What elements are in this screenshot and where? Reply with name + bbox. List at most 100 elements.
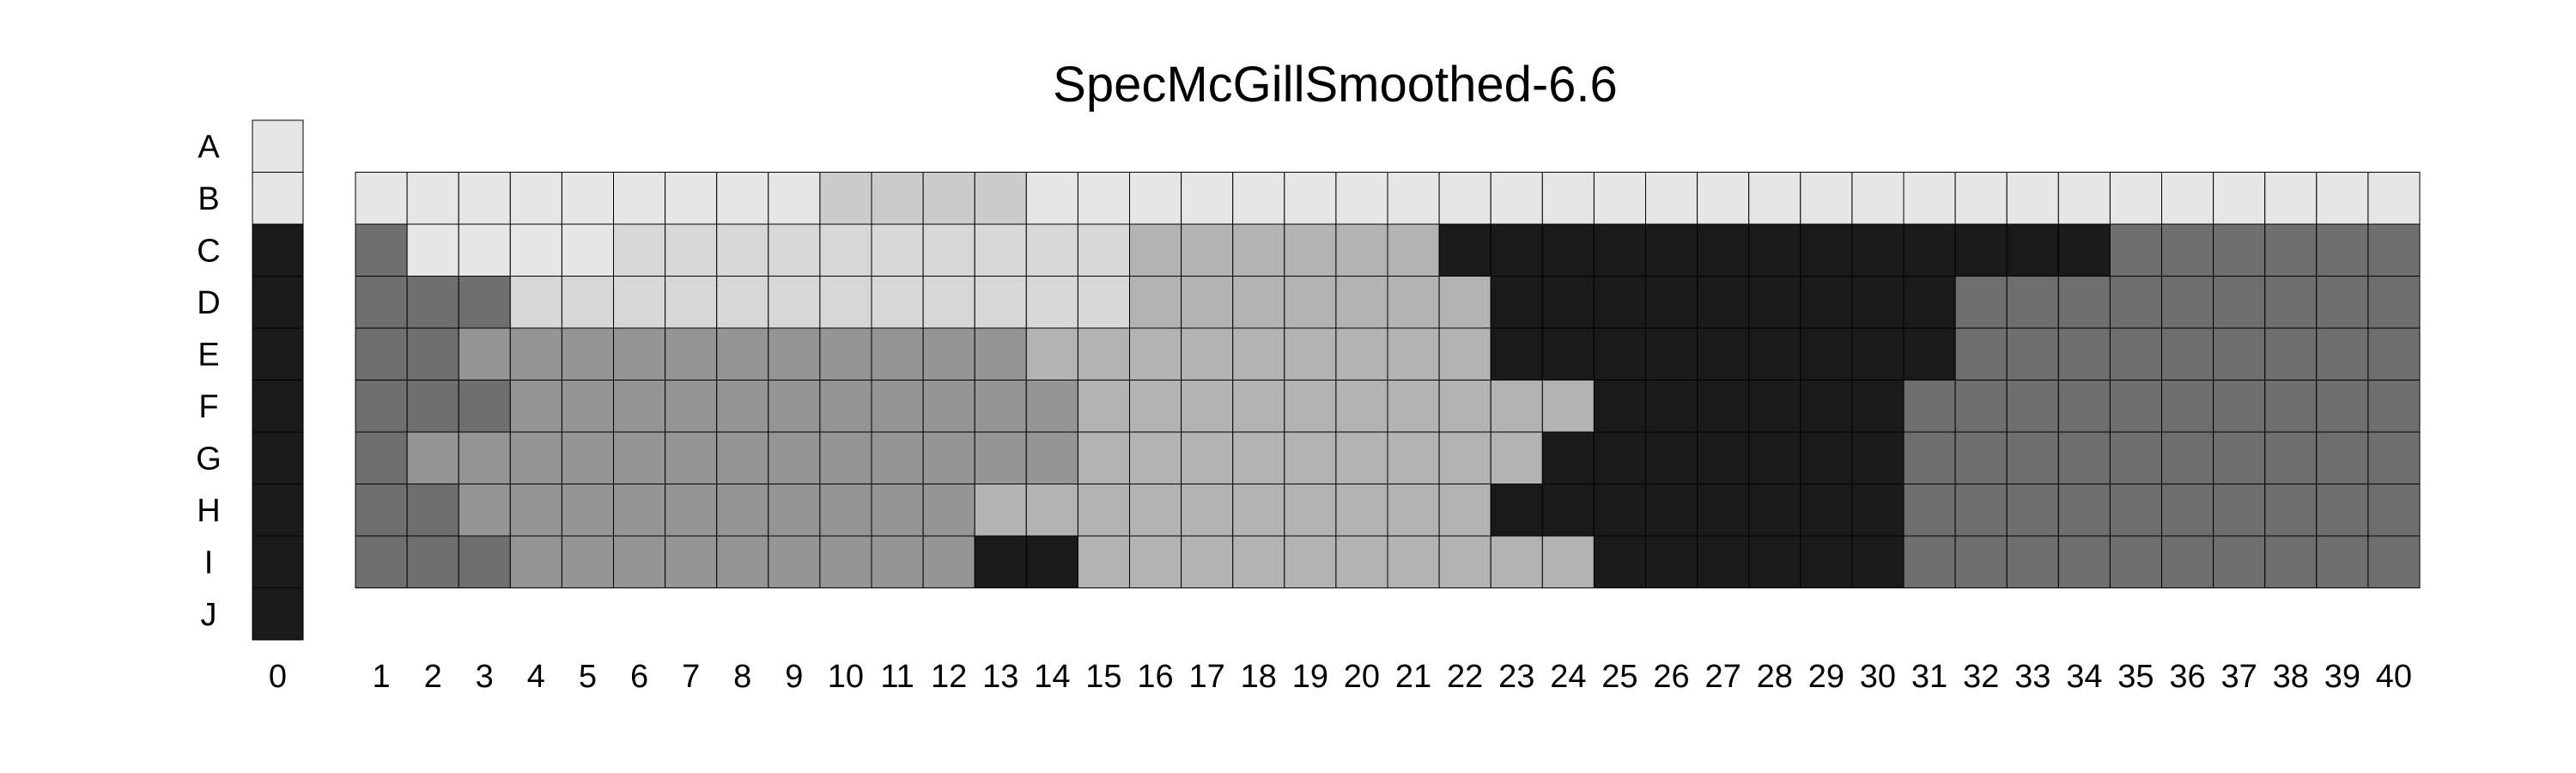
cell-d-16: [1129, 276, 1182, 329]
cell-b-27: [1697, 172, 1750, 225]
cell-e-34: [2057, 327, 2111, 380]
cell-g-10: [819, 431, 872, 484]
cell-f-13: [974, 380, 1027, 433]
cell-f-25: [1593, 380, 1647, 433]
cell-h-21: [1387, 484, 1440, 537]
column-label-17: 17: [1189, 659, 1225, 695]
cell-e-27: [1697, 327, 1750, 380]
column-label-8: 8: [733, 659, 751, 695]
cell-g-23: [1490, 431, 1543, 484]
cell-f-18: [1232, 380, 1285, 433]
cell-i-22: [1438, 535, 1492, 588]
cell-i-6: [613, 535, 666, 588]
cell-h-16: [1129, 484, 1182, 537]
column-label-3: 3: [476, 659, 494, 695]
cell-d-14: [1025, 276, 1078, 329]
cell-d-27: [1697, 276, 1750, 329]
cell-c-21: [1387, 223, 1440, 277]
cell-d-12: [922, 276, 975, 329]
column-label-5: 5: [579, 659, 597, 695]
cell-d-11: [871, 276, 924, 329]
cell-c-17: [1181, 223, 1234, 277]
cell-f-30: [1851, 380, 1905, 433]
cell-d-23: [1490, 276, 1543, 329]
column-label-10: 10: [828, 659, 864, 695]
cell-e-8: [716, 327, 769, 380]
cell-b-7: [665, 172, 718, 225]
cell-b-14: [1025, 172, 1078, 225]
cell-d-28: [1748, 276, 1801, 329]
cell-d-32: [1954, 276, 2008, 329]
cell-d-20: [1335, 276, 1388, 329]
column-label-20: 20: [1344, 659, 1380, 695]
column-label-13: 13: [982, 659, 1018, 695]
cell-c-34: [2057, 223, 2111, 277]
column-label-7: 7: [682, 659, 700, 695]
cell-b-5: [561, 172, 615, 225]
column-label-25: 25: [1601, 659, 1637, 695]
row-label-b: B: [197, 181, 219, 217]
cell-e-25: [1593, 327, 1647, 380]
cell-e-19: [1284, 327, 1337, 380]
cell-b-32: [1954, 172, 2008, 225]
chart-title: SpecMcGillSmoothed-6.6: [1053, 57, 1618, 113]
cell-b-12: [922, 172, 975, 225]
cell-d-36: [2161, 276, 2215, 329]
cell-f-33: [2006, 380, 2059, 433]
cell-i-32: [1954, 535, 2008, 588]
cell-i-9: [768, 535, 821, 588]
cell-b-4: [509, 172, 562, 225]
cell-f-40: [2367, 380, 2421, 433]
cell-i-8: [716, 535, 769, 588]
cell-g-37: [2213, 431, 2266, 484]
cell-e-20: [1335, 327, 1388, 380]
cell-g-6: [613, 431, 666, 484]
cell-c-37: [2213, 223, 2266, 277]
cell-f-39: [2316, 380, 2369, 433]
column-label-31: 31: [1911, 659, 1947, 695]
cell-b-8: [716, 172, 769, 225]
cell-d-7: [665, 276, 718, 329]
cell-h-14: [1025, 484, 1078, 537]
cell-h-40: [2367, 484, 2421, 537]
cell-h-4: [509, 484, 562, 537]
cell-h-36: [2161, 484, 2215, 537]
cell-i-29: [1800, 535, 1853, 588]
cell-i-20: [1335, 535, 1388, 588]
cell-c-14: [1025, 223, 1078, 277]
cell-g-1: [355, 431, 408, 484]
cell-b-34: [2057, 172, 2111, 225]
cell-c-29: [1800, 223, 1853, 277]
cell-f-26: [1645, 380, 1698, 433]
cell-i-31: [1903, 535, 1956, 588]
cell-i-10: [819, 535, 872, 588]
cell-b-39: [2316, 172, 2369, 225]
cell-c-13: [974, 223, 1027, 277]
cell-b-9: [768, 172, 821, 225]
cell-c-28: [1748, 223, 1801, 277]
cell-f-28: [1748, 380, 1801, 433]
cell-f-7: [665, 380, 718, 433]
cell-e-11: [871, 327, 924, 380]
cell-c-31: [1903, 223, 1956, 277]
cell-g-24: [1541, 431, 1595, 484]
cell-b-26: [1645, 172, 1698, 225]
cell-e-6: [613, 327, 666, 380]
cell-b-36: [2161, 172, 2215, 225]
cell-d-6: [613, 276, 666, 329]
cell-h-15: [1077, 484, 1131, 537]
cell-f-17: [1181, 380, 1234, 433]
cell-c-26: [1645, 223, 1698, 277]
cell-g-31: [1903, 431, 1956, 484]
column-label-32: 32: [1963, 659, 1999, 695]
cell-g-36: [2161, 431, 2215, 484]
cell-h-17: [1181, 484, 1234, 537]
cell-b-35: [2109, 172, 2162, 225]
cell-g-34: [2057, 431, 2111, 484]
cell-d-1: [355, 276, 408, 329]
row-label-f: F: [198, 389, 218, 425]
cell-f-29: [1800, 380, 1853, 433]
cell-e-23: [1490, 327, 1543, 380]
cell-h-10: [819, 484, 872, 537]
cell-d-39: [2316, 276, 2369, 329]
